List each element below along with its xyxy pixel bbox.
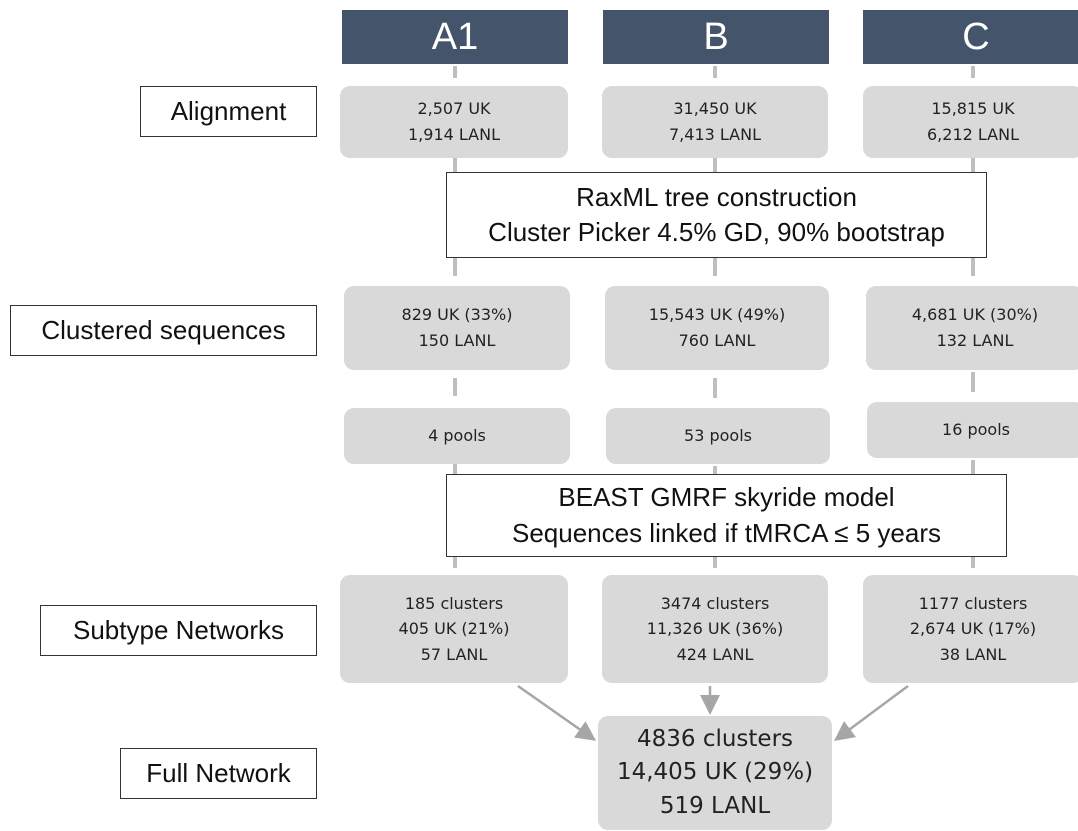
merge-arrows <box>517 684 909 741</box>
count-box: 829 UK (33%) 150 LANL <box>344 286 570 370</box>
box-line: 405 UK (21%) <box>398 619 510 639</box>
box-line: 3474 clusters <box>660 593 770 613</box>
count-box: 15,543 UK (49%) 760 LANL <box>605 286 829 370</box>
row-label: Clustered sequences <box>10 305 317 356</box>
column-header: B <box>603 10 829 64</box>
box-line: 7,413 LANL <box>669 125 761 144</box>
connectors <box>453 66 975 568</box>
box-line: 4836 clusters <box>636 725 794 752</box>
count-box: 3474 clusters 11,326 UK (36%) 424 LANL <box>602 575 828 683</box>
process-line: RaxML tree construction <box>576 181 857 212</box>
box-line: 829 UK (33%) <box>401 305 513 325</box>
box-line: 150 LANL <box>418 331 496 350</box>
box-line: 31,450 UK <box>673 99 757 119</box>
row-label: Alignment <box>140 86 317 137</box>
box-line: 4 pools <box>428 426 486 446</box>
box-line: 14,405 UK (29%) <box>616 759 814 786</box>
count-box: 53 pools <box>606 408 830 464</box>
box-line: 132 LANL <box>936 331 1014 350</box>
box-line: 38 LANL <box>939 644 1007 664</box>
count-box: 4 pools <box>344 408 570 464</box>
count-box: 2,507 UK 1,914 LANL <box>340 86 568 158</box>
box-line: 15,815 UK <box>931 99 1015 119</box>
box-line: 53 pools <box>684 426 752 446</box>
count-box: 4,681 UK (30%) 132 LANL <box>866 286 1078 370</box>
box-line: 6,212 LANL <box>927 125 1019 144</box>
process-box: BEAST GMRF skyride model Sequences linke… <box>446 474 1007 557</box>
box-line: 1,914 LANL <box>408 125 500 144</box>
box-line: 11,326 UK (36%) <box>646 619 784 639</box>
box-line: 2,674 UK (17%) <box>909 619 1037 639</box>
box-line: 15,543 UK (49%) <box>648 305 786 325</box>
count-box: 185 clusters 405 UK (21%) 57 LANL <box>340 575 568 683</box>
box-line: 519 LANL <box>659 792 771 819</box>
box-line: 185 clusters <box>404 593 504 613</box>
column-header: A1 <box>342 10 568 64</box>
box-line: 760 LANL <box>678 331 756 350</box>
box-line: 424 LANL <box>676 644 754 664</box>
process-line: Cluster Picker 4.5% GD, 90% bootstrap <box>488 217 945 247</box>
box-line: 2,507 UK <box>417 99 491 119</box>
process-line: Sequences linked if tMRCA ≤ 5 years <box>511 517 942 548</box>
column-header: C <box>863 10 1078 64</box>
box-line: 16 pools <box>942 420 1010 440</box>
count-box: 16 pools <box>867 402 1078 458</box>
process-box: RaxML tree construction Cluster Picker 4… <box>446 172 987 258</box>
count-box: 31,450 UK 7,413 LANL <box>602 86 828 158</box>
row-label: Full Network <box>120 748 317 799</box>
row-label: Subtype Networks <box>40 605 317 656</box>
process-line: BEAST GMRF skyride model <box>558 482 895 513</box>
count-box: 15,815 UK 6,212 LANL <box>863 86 1078 158</box>
box-line: 4,681 UK (30%) <box>911 305 1039 325</box>
box-line: 1177 clusters <box>918 593 1028 613</box>
count-box: 1177 clusters 2,674 UK (17%) 38 LANL <box>863 575 1078 683</box>
count-box: 4836 clusters 14,405 UK (29%) 519 LANL <box>598 716 832 830</box>
box-line: 57 LANL <box>420 644 488 664</box>
